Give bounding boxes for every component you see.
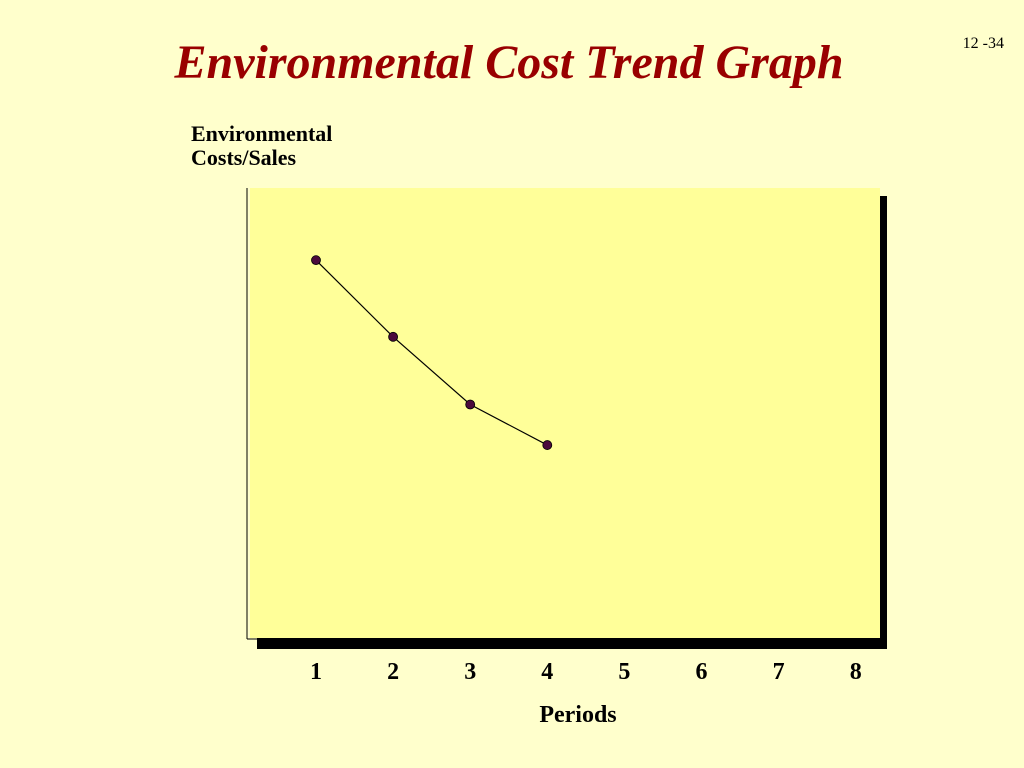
x-tick-label-6: 6	[696, 659, 708, 685]
x-tick-label-7: 7	[773, 659, 785, 685]
plot-area	[250, 188, 880, 638]
data-point-period-4	[542, 440, 553, 450]
y-axis-label: Environmental Costs/Sales	[191, 121, 333, 170]
series-line	[315, 259, 548, 446]
data-point-period-3	[465, 399, 476, 410]
slide-title: Environmental Cost Trend Graph	[174, 36, 844, 89]
x-tick-label-1: 1	[310, 659, 322, 685]
x-tick-label-4: 4	[541, 659, 553, 685]
slide-number: 12 -34	[962, 35, 1004, 52]
x-axis-label: Periods	[539, 702, 617, 728]
x-tick-label-5: 5	[618, 659, 630, 685]
data-point-period-1	[311, 255, 321, 266]
data-point-period-2	[388, 331, 399, 342]
x-tick-label-3: 3	[464, 659, 476, 685]
x-tick-label-2: 2	[387, 659, 399, 685]
x-tick-label-8: 8	[850, 659, 862, 685]
x-tick-labels: 1 2 3 4 5 6 7 8	[310, 659, 862, 685]
series-environmental-costs	[311, 255, 553, 450]
